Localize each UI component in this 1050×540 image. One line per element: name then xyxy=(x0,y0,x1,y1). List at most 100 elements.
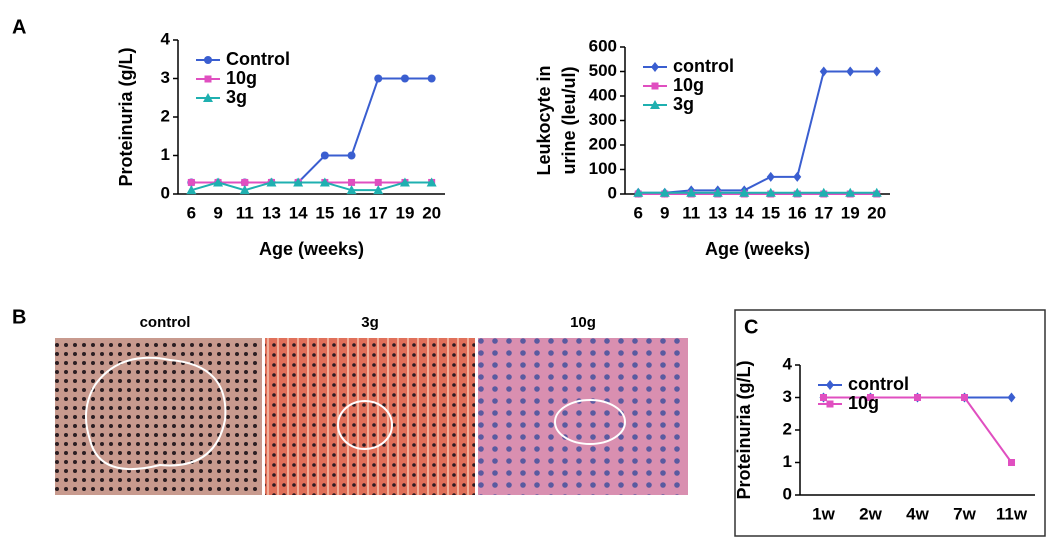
x-tick-label: 4w xyxy=(906,504,929,523)
data-point xyxy=(347,151,356,160)
y-tick-label: 1 xyxy=(783,452,792,471)
x-tick-label: 17 xyxy=(814,203,833,222)
x-axis-title: Age (weeks) xyxy=(259,239,364,259)
data-point xyxy=(213,177,224,187)
histology-image xyxy=(55,338,262,495)
legend-marker xyxy=(204,56,212,64)
y-axis-title: Proteinuria (g/L) xyxy=(734,360,754,499)
x-axis-title: Age (weeks) xyxy=(705,239,810,259)
data-point xyxy=(871,187,882,197)
x-tick-label: 19 xyxy=(841,203,860,222)
data-point xyxy=(187,178,195,186)
legend-label: control xyxy=(848,374,909,394)
data-point xyxy=(186,185,197,195)
data-point xyxy=(374,178,382,186)
data-point xyxy=(820,394,827,401)
y-tick-label: 0 xyxy=(783,484,792,503)
histology-image xyxy=(265,338,475,495)
x-tick-label: 2w xyxy=(859,504,882,523)
y-tick-label: 200 xyxy=(589,134,617,153)
data-point xyxy=(266,177,277,187)
legend-label: 10g xyxy=(848,393,879,413)
x-tick-label: 9 xyxy=(660,203,669,222)
legend-label: control xyxy=(673,56,734,76)
data-point xyxy=(399,177,410,187)
data-point xyxy=(293,177,304,187)
legend-label: 10g xyxy=(673,75,704,95)
x-tick-label: 16 xyxy=(342,203,361,222)
legend-marker xyxy=(204,75,212,83)
data-point xyxy=(373,185,384,195)
image-caption: 3g xyxy=(361,314,379,331)
data-point xyxy=(766,171,775,182)
legend-marker xyxy=(826,380,834,390)
data-point xyxy=(792,187,803,197)
panel-frame xyxy=(734,309,1046,537)
legend-label: 3g xyxy=(226,87,247,107)
data-point xyxy=(793,171,802,182)
data-point xyxy=(374,74,383,83)
data-point xyxy=(400,74,409,83)
y-axis-title: Leukocyte in xyxy=(534,65,554,175)
panel-label: C xyxy=(744,316,758,338)
data-point xyxy=(686,187,697,197)
data-point xyxy=(961,394,968,401)
data-point xyxy=(1007,392,1016,403)
data-point xyxy=(914,394,921,401)
data-point xyxy=(739,187,750,197)
y-tick-label: 2 xyxy=(161,106,170,125)
data-point xyxy=(319,177,330,187)
data-point xyxy=(712,187,723,197)
legend-marker xyxy=(651,62,659,72)
y-axis-title: urine (leu/ul) xyxy=(559,66,579,174)
data-point xyxy=(427,74,436,83)
image-caption: control xyxy=(140,314,191,331)
y-tick-label: 4 xyxy=(161,29,171,48)
data-point xyxy=(633,187,644,197)
legend-marker xyxy=(650,100,660,109)
x-tick-label: 17 xyxy=(369,203,388,222)
x-tick-label: 6 xyxy=(187,203,196,222)
data-point xyxy=(818,187,829,197)
panel-label: B xyxy=(12,306,26,328)
y-tick-label: 500 xyxy=(589,61,617,80)
x-tick-label: 7w xyxy=(953,504,976,523)
y-tick-label: 100 xyxy=(589,159,617,178)
y-tick-label: 400 xyxy=(589,85,617,104)
y-tick-label: 4 xyxy=(783,354,793,373)
legend-marker xyxy=(651,82,659,90)
x-tick-label: 6 xyxy=(634,203,643,222)
legend-marker xyxy=(203,93,213,102)
data-point xyxy=(346,185,357,195)
y-tick-label: 0 xyxy=(161,183,170,202)
series-line xyxy=(638,70,877,194)
data-point xyxy=(846,66,855,77)
data-point xyxy=(867,394,874,401)
x-tick-label: 9 xyxy=(213,203,222,222)
x-tick-label: 16 xyxy=(788,203,807,222)
y-axis-title: Proteinuria (g/L) xyxy=(116,47,136,186)
panel-label: A xyxy=(12,16,26,38)
x-tick-label: 14 xyxy=(289,203,308,222)
y-tick-label: 300 xyxy=(589,110,617,129)
x-tick-label: 19 xyxy=(395,203,414,222)
data-point xyxy=(241,178,249,186)
legend-label: 3g xyxy=(673,94,694,114)
legend-label: 10g xyxy=(226,68,257,88)
legend-marker xyxy=(826,400,834,408)
histology-image xyxy=(478,338,688,495)
data-point xyxy=(819,66,828,77)
x-tick-label: 13 xyxy=(708,203,727,222)
data-point xyxy=(348,178,356,186)
x-tick-label: 11 xyxy=(682,203,700,222)
x-tick-label: 15 xyxy=(761,203,780,222)
x-tick-label: 1w xyxy=(812,504,835,523)
data-point xyxy=(1008,459,1015,466)
legend-label: Control xyxy=(226,49,290,69)
y-tick-label: 3 xyxy=(161,68,170,87)
data-point xyxy=(426,177,437,187)
data-point xyxy=(872,66,881,77)
y-tick-label: 0 xyxy=(608,183,617,202)
x-tick-label: 11w xyxy=(996,504,1028,523)
x-tick-label: 11 xyxy=(236,203,254,222)
